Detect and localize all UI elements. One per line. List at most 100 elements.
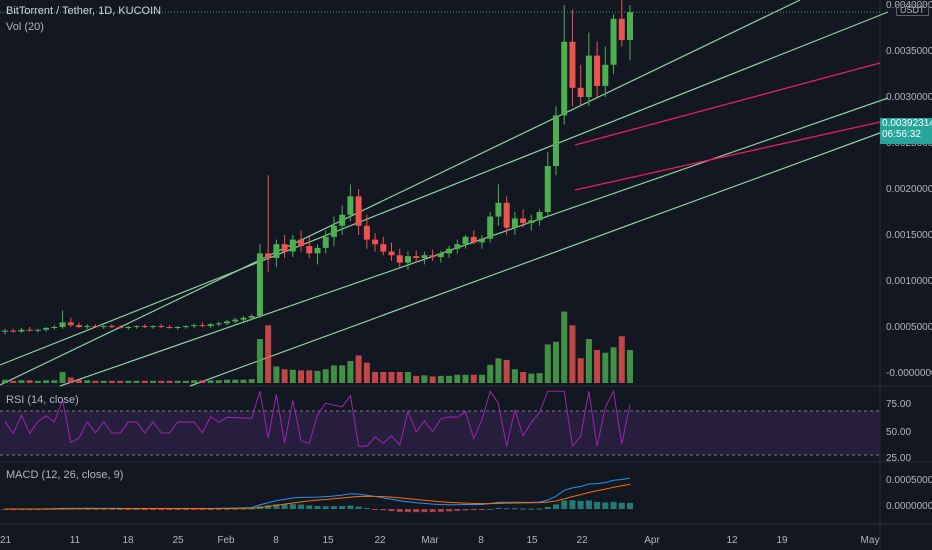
candle-body xyxy=(462,236,469,245)
candle-body xyxy=(594,55,601,86)
rsi-line xyxy=(4,389,631,448)
time-tick-label: 8 xyxy=(273,535,279,546)
macd-histogram-bar xyxy=(528,508,535,510)
candle-body xyxy=(289,239,296,252)
macd-histogram-bar xyxy=(421,509,428,513)
macd-histogram-bar xyxy=(84,508,91,510)
volume-bar xyxy=(339,365,346,383)
time-tick-label: May xyxy=(861,535,880,546)
macd-histogram-bar xyxy=(594,501,601,509)
volume-bar xyxy=(454,374,461,383)
candle-body xyxy=(34,329,41,331)
candle-body xyxy=(380,244,387,252)
volume-bar xyxy=(248,379,255,383)
candle-body xyxy=(561,41,568,116)
volume-bar xyxy=(182,380,189,383)
volume-bar xyxy=(240,379,247,383)
volume-bar xyxy=(446,375,453,383)
macd-histogram-bar xyxy=(322,506,329,509)
macd-histogram-bar xyxy=(273,504,280,509)
volume-bar xyxy=(76,379,83,383)
candle-body xyxy=(585,55,592,97)
macd-histogram-bar xyxy=(298,504,305,509)
time-tick-label: 19 xyxy=(776,535,788,546)
macd-histogram-bar xyxy=(133,508,140,510)
candle-body xyxy=(372,239,379,245)
candle-body xyxy=(232,319,239,322)
volume-bar xyxy=(125,380,132,383)
candle-body xyxy=(141,326,148,328)
volume-bar xyxy=(281,369,288,383)
volume-bar xyxy=(552,341,559,383)
macd-histogram-bar xyxy=(174,509,181,510)
volume-bar xyxy=(117,380,124,383)
macd-signal-line xyxy=(4,483,631,510)
candle-body xyxy=(347,196,354,215)
macd-histogram-bar xyxy=(495,507,502,509)
macd-histogram-bar xyxy=(207,508,214,510)
candle-body xyxy=(125,327,132,328)
candle-body xyxy=(618,18,625,40)
candle-body xyxy=(248,315,255,318)
volume-bar xyxy=(478,374,485,383)
macd-histogram-bar xyxy=(487,508,494,510)
macd-histogram-bar xyxy=(561,500,568,509)
time-tick-label: 22 xyxy=(374,535,386,546)
currency-label: USDT xyxy=(896,4,929,16)
candle-body xyxy=(520,218,527,224)
macd-histogram-bar xyxy=(602,502,609,509)
macd-histogram-bar xyxy=(544,506,551,509)
macd-histogram-bar xyxy=(610,501,617,509)
macd-histogram-bar xyxy=(470,509,477,511)
candle-body xyxy=(388,251,395,256)
time-tick-label: Feb xyxy=(217,535,235,546)
volume-bar xyxy=(256,339,263,383)
candle-body xyxy=(76,325,83,327)
macd-histogram-bar xyxy=(380,509,387,511)
volume-bar xyxy=(520,372,527,383)
macd-histogram-bar xyxy=(330,506,337,509)
volume-bar xyxy=(26,380,33,383)
volume-bar xyxy=(43,380,50,383)
macd-histogram-bar xyxy=(117,508,124,510)
candle-body xyxy=(503,202,510,228)
volume-bar xyxy=(610,347,617,383)
volume-bar xyxy=(388,372,395,383)
rsi-tick-label: 75.00 xyxy=(886,399,911,410)
macd-histogram-bar xyxy=(552,504,559,509)
candle-body xyxy=(544,166,551,212)
macd-histogram-bar xyxy=(224,508,231,510)
candle-body xyxy=(84,326,91,328)
time-tick-label: Apr xyxy=(644,535,660,546)
volume-bar xyxy=(437,375,444,383)
candle-body xyxy=(26,329,33,331)
macd-histogram-bar xyxy=(446,509,453,512)
volume-bar xyxy=(347,361,354,383)
volume-bar xyxy=(18,380,25,383)
rsi-tick-label: 25.00 xyxy=(886,453,911,464)
volume-bar xyxy=(84,380,91,383)
volume-bar xyxy=(108,380,115,383)
volume-bar xyxy=(413,375,420,383)
macd-histogram-bar xyxy=(396,509,403,512)
candle-body xyxy=(495,202,502,217)
wedge-upper-line xyxy=(574,62,881,146)
macd-histogram-bar xyxy=(339,506,346,509)
macd-histogram-bar xyxy=(281,504,288,509)
volume-bar xyxy=(470,374,477,383)
time-tick-label: 15 xyxy=(322,535,334,546)
macd-histogram-bar xyxy=(215,508,222,510)
candle-body xyxy=(240,317,247,320)
candle-body xyxy=(528,220,535,224)
candle-body xyxy=(454,244,461,249)
volume-bar xyxy=(298,370,305,383)
wedge-lower-line xyxy=(574,121,881,191)
time-tick-label: 15 xyxy=(526,535,538,546)
volume-bar xyxy=(372,372,379,383)
macd-histogram-bar xyxy=(577,500,584,509)
candle-body xyxy=(470,236,477,243)
volume-bar xyxy=(265,325,272,383)
